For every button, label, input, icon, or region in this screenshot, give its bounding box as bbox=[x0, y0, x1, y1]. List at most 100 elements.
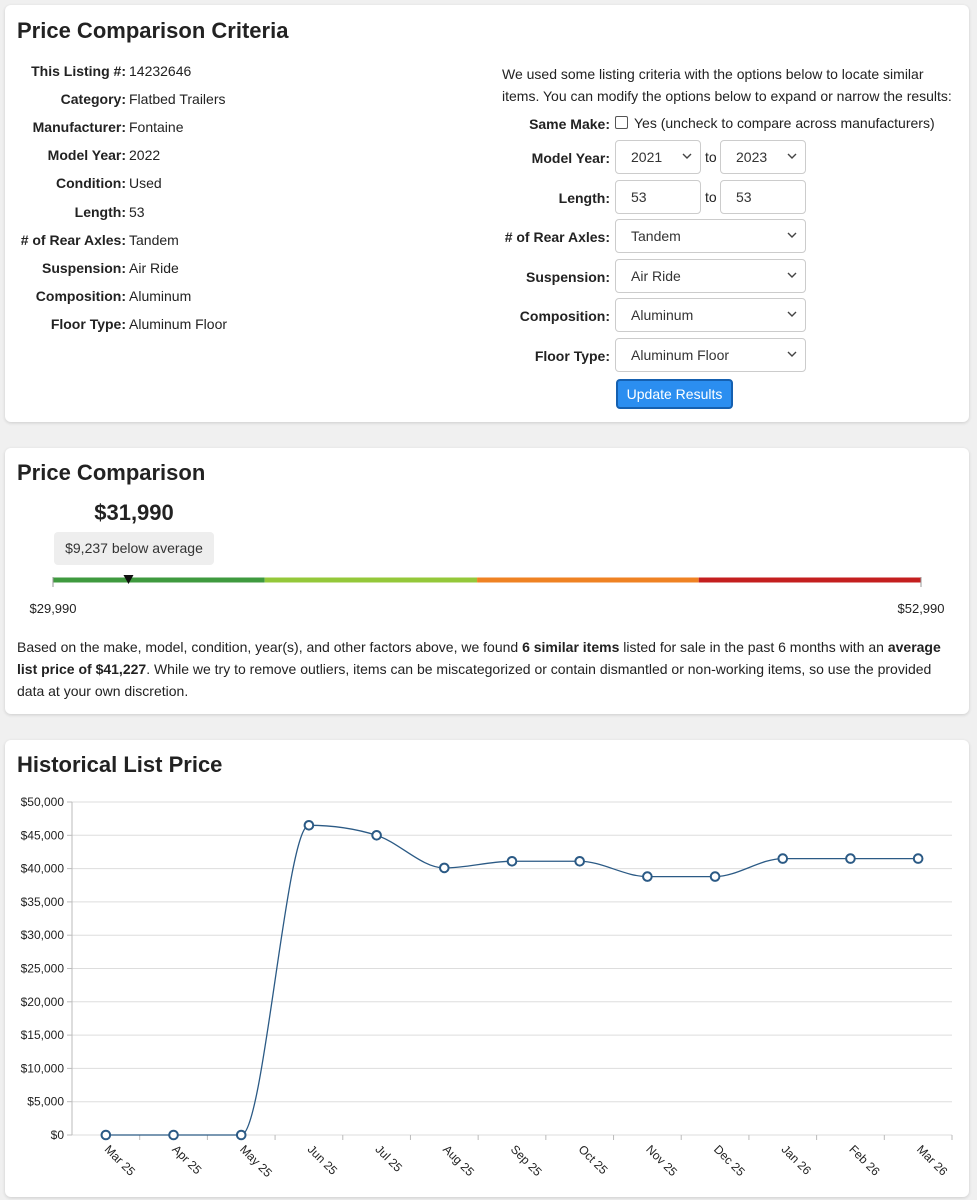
y-tick-label: $5,000 bbox=[27, 1095, 64, 1109]
input[interactable]: 53 bbox=[615, 179, 701, 214]
card-title: Price Comparison Criteria bbox=[17, 18, 289, 43]
field-label: Composition: bbox=[35, 287, 126, 304]
y-tick-label: $20,000 bbox=[21, 995, 65, 1009]
point bbox=[709, 871, 721, 882]
field-label: Length: bbox=[558, 189, 610, 206]
field-value: Used bbox=[129, 175, 162, 192]
x-tick-label: Mar 25 bbox=[102, 1142, 139, 1179]
x-tick-label: Jan 26 bbox=[779, 1142, 815, 1178]
chevron bbox=[787, 232, 797, 239]
select[interactable]: Aluminum bbox=[615, 298, 806, 333]
field-label: Manufacturer: bbox=[32, 119, 126, 136]
field-value: Flatbed Trailers bbox=[129, 91, 226, 108]
y-tick-label: $35,000 bbox=[21, 895, 65, 909]
field-value: Air Ride bbox=[129, 259, 179, 276]
range-word: to bbox=[705, 149, 717, 165]
criteria-card: Price Comparison Criteria This Listing #… bbox=[5, 5, 969, 422]
field-label: Suspension: bbox=[41, 259, 126, 276]
field-label: Floor Type: bbox=[50, 315, 126, 332]
y-tick-label: $25,000 bbox=[21, 962, 65, 976]
field-label: Model Year: bbox=[47, 147, 126, 164]
x-tick-label: Apr 25 bbox=[169, 1142, 204, 1177]
field-value: 2022 bbox=[129, 147, 161, 164]
range-word: to bbox=[705, 188, 717, 205]
field-label: Length: bbox=[74, 203, 126, 220]
point bbox=[303, 820, 315, 831]
field-label: Same Make: bbox=[529, 116, 610, 132]
field-label: Category: bbox=[60, 91, 126, 108]
x-tick-label: Aug 25 bbox=[440, 1142, 477, 1179]
line bbox=[105, 824, 919, 1136]
x-tick-label: Oct 25 bbox=[576, 1142, 611, 1177]
x-tick-label: May 25 bbox=[237, 1142, 275, 1180]
field-label: Floor Type: bbox=[534, 348, 610, 364]
select[interactable]: 2023 bbox=[720, 140, 806, 174]
gauge-segment bbox=[698, 577, 921, 583]
field-value: Aluminum bbox=[129, 287, 192, 304]
select[interactable]: 2021 bbox=[615, 140, 701, 174]
field-label: Model Year: bbox=[531, 150, 610, 166]
point bbox=[506, 855, 518, 867]
price: $31,990 bbox=[94, 500, 174, 525]
field-value: Fontaine bbox=[129, 119, 184, 136]
gauge-min-label: $29,990 bbox=[30, 601, 77, 616]
x-tick-label: Mar 26 bbox=[914, 1142, 951, 1179]
point bbox=[371, 830, 382, 841]
y-tick-label: $30,000 bbox=[21, 928, 65, 942]
y-tick-label: $0 bbox=[51, 1128, 65, 1142]
point bbox=[574, 855, 585, 867]
card-title: Historical List Price bbox=[17, 752, 223, 777]
field-value: 14232646 bbox=[129, 63, 192, 79]
intro: We used some listing criteria with the o… bbox=[502, 66, 952, 104]
point bbox=[235, 1129, 247, 1141]
x-tick-label: Nov 25 bbox=[643, 1142, 680, 1179]
field-label: # of Rear Axles: bbox=[504, 229, 610, 246]
checkbox[interactable]: Yes (uncheck to compare across manufactu… bbox=[615, 115, 935, 131]
select[interactable]: Tandem bbox=[615, 219, 806, 254]
chevron bbox=[682, 153, 692, 159]
field-value: 53 bbox=[129, 203, 145, 220]
gauge-segment bbox=[477, 577, 699, 583]
select[interactable]: Air Ride bbox=[615, 258, 806, 293]
summary: Based on the make, model, condition, yea… bbox=[17, 636, 957, 702]
text: average list price of $41,227 bbox=[17, 639, 941, 677]
x-tick-label: Jul 25 bbox=[372, 1142, 405, 1175]
card-title: Price Comparison bbox=[17, 460, 206, 485]
text: . While we try to remove outliers, items… bbox=[17, 661, 932, 699]
y-tick-label: $40,000 bbox=[21, 862, 65, 876]
select[interactable]: Aluminum Floor bbox=[615, 338, 806, 372]
x-tick-label: Dec 25 bbox=[711, 1142, 748, 1179]
field-label: # of Rear Axles: bbox=[20, 231, 126, 248]
point bbox=[100, 1129, 112, 1141]
x-tick-label: Feb 26 bbox=[846, 1142, 883, 1179]
y-tick-label: $45,000 bbox=[21, 828, 65, 842]
point bbox=[777, 853, 789, 864]
gauge-segment bbox=[53, 577, 265, 583]
x-tick-label: Jun 25 bbox=[305, 1142, 341, 1178]
text: Based on the make, model, condition, yea… bbox=[17, 639, 523, 655]
input[interactable]: 53 bbox=[720, 179, 806, 214]
text: listed for sale in the past 6 months wit… bbox=[619, 639, 888, 655]
price-marker bbox=[123, 575, 134, 584]
checkbox-label: Yes (uncheck to compare across manufactu… bbox=[634, 115, 935, 131]
update-button[interactable]: Update Results bbox=[616, 379, 733, 409]
chevron bbox=[787, 153, 797, 159]
point bbox=[439, 862, 450, 874]
x-tick-label: Sep 25 bbox=[508, 1142, 545, 1179]
y-tick-label: $15,000 bbox=[21, 1028, 65, 1042]
y-tick-label: $10,000 bbox=[21, 1061, 65, 1075]
point bbox=[642, 871, 653, 882]
point bbox=[168, 1129, 179, 1141]
field-value: Aluminum Floor bbox=[129, 315, 228, 332]
field-value: Tandem bbox=[129, 231, 179, 248]
field-label: This Listing #: bbox=[31, 63, 126, 79]
gauge-max-label: $52,990 bbox=[898, 601, 945, 616]
text: 6 similar items bbox=[522, 639, 620, 655]
field-label: Suspension: bbox=[525, 268, 610, 285]
point bbox=[845, 853, 856, 864]
chevron bbox=[787, 311, 797, 318]
field-label: Condition: bbox=[56, 175, 126, 192]
gauge-segment bbox=[264, 577, 478, 583]
